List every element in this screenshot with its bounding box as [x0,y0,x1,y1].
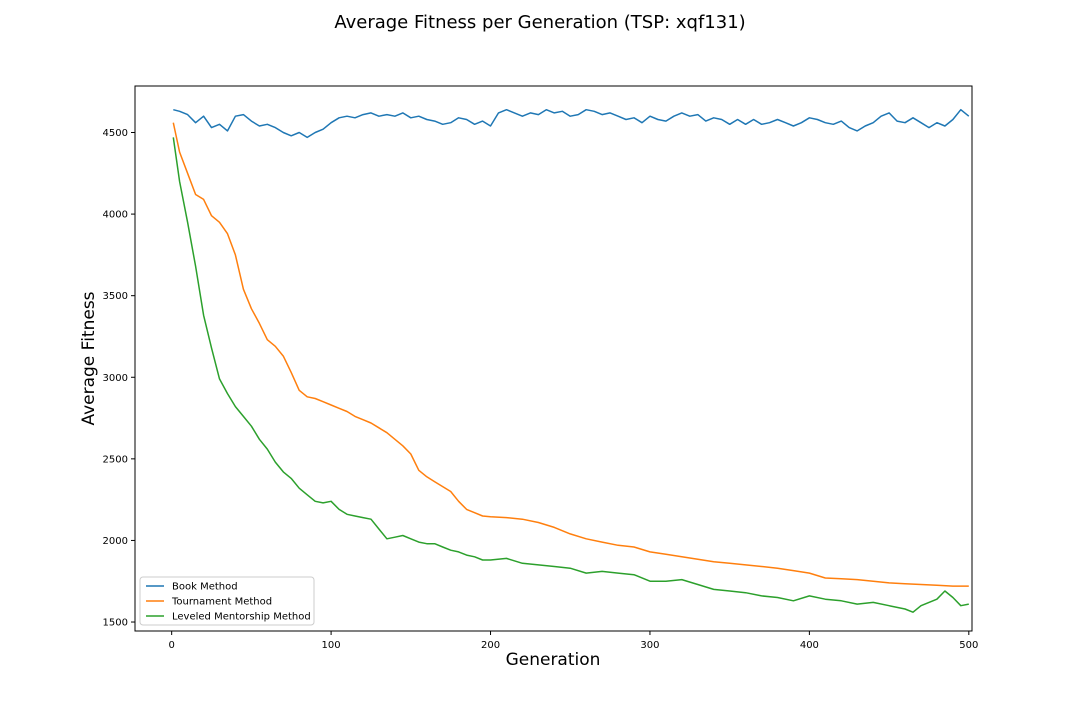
series-line-2 [172,122,969,587]
y-tick-label: 3000 [103,373,128,384]
series-layer [172,108,970,613]
x-tick-label: 300 [640,640,659,651]
plot-area [134,85,973,632]
x-tick-label: 0 [168,640,174,651]
legend-label: Book Method [172,582,238,593]
y-tick-label: 1500 [103,618,128,629]
x-tick-label: 400 [800,640,819,651]
x-axis-label: Generation [506,650,601,670]
y-tick-label: 4500 [103,128,128,139]
legend-label: Tournament Method [171,597,272,608]
x-tick-label: 500 [959,640,978,651]
chart-title: Average Fitness per Generation (TSP: xqf… [334,12,745,33]
x-axis: 0 100 200 300 400 500 [168,631,978,651]
y-tick-label: 2000 [103,536,128,547]
legend-frame [139,576,315,626]
series-line-3 [172,137,969,613]
x-tick-label: 100 [322,640,341,651]
y-tick-label: 4000 [103,210,128,221]
y-tick-label: 2500 [103,454,128,465]
legend: Book Method Tournament Method Leveled Ment… [139,576,315,626]
y-tick-label: 3500 [103,291,128,302]
y-axis: 1500 2000 2500 3000 3500 4000 4500 [103,128,135,629]
y-axis-label: Average Fitness [79,291,99,425]
x-tick-label: 200 [481,640,500,651]
series-line-1 [173,108,970,139]
legend-label: Leveled Mentorship Method [172,612,311,623]
